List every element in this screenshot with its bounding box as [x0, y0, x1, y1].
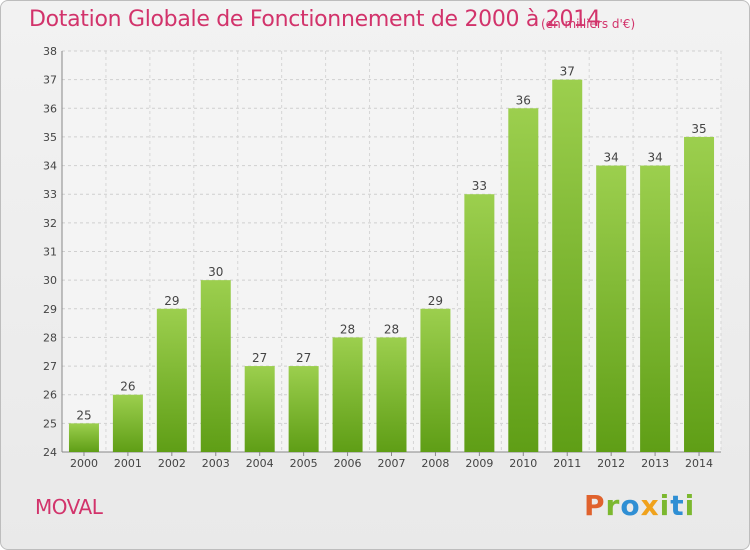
x-tick-label: 2007 — [378, 457, 406, 470]
commune-name: MOVAL — [35, 495, 103, 519]
bar — [376, 337, 407, 452]
bar-value-label: 26 — [120, 380, 135, 394]
x-tick-label: 2004 — [246, 457, 274, 470]
y-tick-label: 28 — [43, 331, 57, 344]
bar — [244, 366, 275, 452]
y-tick-label: 34 — [43, 160, 57, 173]
logo-letter: i — [659, 489, 671, 522]
bar — [684, 136, 715, 452]
logo-letter: x — [640, 489, 660, 522]
labels: 25 26 29 30 27 27 28 28 29 33 36 37 34 34 35 — [76, 65, 706, 423]
y-tick-label: 35 — [43, 131, 57, 144]
bar — [288, 366, 319, 452]
x-tick-label: 2014 — [685, 457, 713, 470]
y-tick-label: 27 — [43, 360, 57, 373]
bar-value-label: 37 — [560, 65, 575, 79]
y-tick-label: 32 — [43, 217, 57, 230]
x-tick-label: 2013 — [641, 457, 669, 470]
y-tick-label: 24 — [43, 446, 57, 459]
y-tick-label: 38 — [43, 45, 57, 58]
x-tick-label: 2010 — [509, 457, 537, 470]
bar-value-label: 27 — [296, 351, 311, 365]
bar — [552, 79, 583, 453]
y-tick-label: 26 — [43, 389, 57, 402]
bar — [332, 337, 363, 452]
y-tick-label: 33 — [43, 188, 57, 201]
y-tick-label: 37 — [43, 74, 57, 87]
bar-value-label: 29 — [164, 294, 179, 308]
x-tick-label: 2000 — [70, 457, 98, 470]
bar — [464, 194, 495, 452]
y-tick-label: 29 — [43, 303, 57, 316]
y-tick-label: 25 — [43, 417, 57, 430]
x-tick-label: 2006 — [334, 457, 362, 470]
bar-value-label: 34 — [647, 151, 662, 165]
x-tick-label: 2009 — [465, 457, 493, 470]
bar-value-label: 29 — [428, 294, 443, 308]
bar — [156, 308, 187, 452]
bar-value-label: 34 — [604, 151, 619, 165]
bar-value-label: 25 — [76, 408, 91, 422]
bar-value-label: 33 — [472, 179, 487, 193]
bar — [68, 423, 99, 452]
bar — [596, 165, 627, 453]
proxiti-logo: Proxiti — [584, 489, 695, 522]
x-tick-label: 2005 — [290, 457, 318, 470]
x-tick-label: 2003 — [202, 457, 230, 470]
bar-chart: 24 25 26 27 28 29 30 31 32 33 34 35 36 37 38 2000 2001 20… — [43, 45, 722, 470]
bar-value-label: 28 — [384, 322, 399, 336]
bar — [420, 308, 451, 452]
logo-letter: r — [605, 489, 621, 522]
logo-letter: o — [620, 489, 641, 522]
logo-letter: i — [684, 489, 696, 522]
y-tick-label: 36 — [43, 102, 57, 115]
bar — [112, 394, 143, 452]
x-tick-label: 2001 — [114, 457, 142, 470]
axes: 24 25 26 27 28 29 30 31 32 33 34 35 36 37 38 2000 2001 20… — [43, 45, 721, 470]
bar-value-label: 28 — [340, 322, 355, 336]
y-tick-label: 31 — [43, 246, 57, 259]
chart-unit: (en milliers d'€) — [541, 17, 636, 31]
bar-value-label: 36 — [516, 93, 531, 107]
bar — [640, 165, 671, 453]
x-tick-label: 2011 — [553, 457, 581, 470]
bar-value-label: 27 — [252, 351, 267, 365]
y-tick-label: 30 — [43, 274, 57, 287]
bar — [200, 280, 231, 452]
bar — [508, 108, 539, 453]
bar-value-label: 35 — [691, 122, 706, 136]
x-tick-label: 2008 — [421, 457, 449, 470]
bar-value-label: 30 — [208, 265, 223, 279]
x-tick-label: 2002 — [158, 457, 186, 470]
logo-letter: P — [584, 489, 606, 522]
bars — [68, 79, 715, 453]
x-tick-label: 2012 — [597, 457, 625, 470]
chart-title: Dotation Globale de Fonctionnement de 20… — [29, 7, 601, 32]
logo-letter: t — [670, 489, 685, 522]
